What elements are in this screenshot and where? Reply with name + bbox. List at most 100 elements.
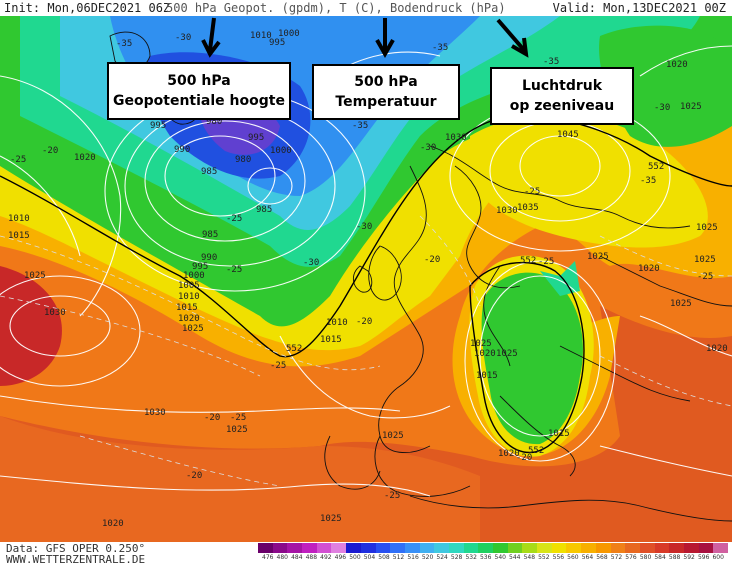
temperature-label: -25 xyxy=(10,155,26,165)
callout-geopotential-line1: 500 hPa xyxy=(167,73,231,89)
pressure-label: 1020 xyxy=(638,264,660,274)
pressure-label: 995 xyxy=(192,262,208,272)
temperature-label: -20 xyxy=(204,413,220,423)
pressure-label: 1010 xyxy=(326,318,348,328)
colorbar-label: 476 xyxy=(262,554,274,561)
pressure-label: 1020 xyxy=(102,519,124,529)
pressure-label: 1000 xyxy=(183,271,205,281)
pressure-label: 1030 xyxy=(44,308,66,318)
colorbar-label: 548 xyxy=(523,554,536,561)
colorbar-label: 504 xyxy=(363,554,376,561)
colorbar-swatch xyxy=(610,543,626,553)
temperature-label: -35 xyxy=(352,121,368,131)
pressure-label: 1025 xyxy=(670,299,692,309)
pressure-label: 1010 xyxy=(8,214,30,224)
colorbar-label: 532 xyxy=(465,554,477,561)
pressure-label: 980 xyxy=(235,155,251,165)
geopotential-label: 552 xyxy=(520,256,536,266)
temperature-label: -20 xyxy=(424,255,440,265)
pressure-label: 1025 xyxy=(470,339,492,349)
data-source: Data: GFS OPER 0.250° xyxy=(6,542,146,555)
colorbar-label: 500 xyxy=(349,554,361,561)
pressure-label: 1020 xyxy=(178,314,200,324)
colorbar-label: 540 xyxy=(494,554,506,561)
geopotential-label: 552 xyxy=(528,446,544,456)
colorbar-swatch xyxy=(522,543,538,553)
isotherms xyxy=(0,215,732,487)
pressure-label: 1025 xyxy=(24,271,46,281)
colorbar-swatch xyxy=(683,543,699,553)
colorbar-label: 564 xyxy=(581,554,594,561)
colorbar-label: 592 xyxy=(683,554,695,561)
temperature-label: -30 xyxy=(303,258,319,268)
temperature-label: -30 xyxy=(420,143,436,153)
colorbar-label: 492 xyxy=(320,554,332,561)
arrow-pressure-head xyxy=(511,37,529,58)
pressure-label: 985 xyxy=(202,230,218,240)
colorbar-label: 556 xyxy=(552,554,565,561)
site-url: WWW.WETTERZENTRALE.DE xyxy=(6,553,146,566)
colorbar-swatch xyxy=(434,543,449,553)
temperature-label: -25 xyxy=(697,272,713,282)
temperature-label: -25 xyxy=(226,265,242,275)
colorbar-swatch xyxy=(375,543,391,553)
pressure-label: 985 xyxy=(201,167,217,177)
temperature-label: -25 xyxy=(270,361,286,371)
map-header: Init: Mon,06DEC2021 06Z 500 hPa Geopot. … xyxy=(0,0,732,16)
isobars xyxy=(0,45,732,497)
pressure-label: 990 xyxy=(174,145,190,155)
callout-geopotential-line2: Geopotentiale hoogte xyxy=(113,93,285,109)
geopotential-labels: 552 552 552 552 xyxy=(286,162,664,456)
red-pocket-west xyxy=(0,266,62,386)
colorbar-swatch xyxy=(698,543,714,553)
colorbar-label: 572 xyxy=(610,554,623,561)
colorbar-label: 552 xyxy=(538,554,550,561)
temperature-label: -35 xyxy=(543,57,559,67)
colorbar-swatch xyxy=(581,543,596,553)
colorbar-swatch xyxy=(625,543,640,553)
pressure-label: 1030 xyxy=(496,206,518,216)
colorbar-label: 584 xyxy=(654,554,666,561)
colorbar-swatch xyxy=(272,543,288,553)
temperature-label: -20 xyxy=(356,317,372,327)
colorbar-label: 480 xyxy=(276,554,288,561)
colorbar-swatch xyxy=(390,543,405,553)
temperature-label: -20 xyxy=(186,471,202,481)
geopotential-label: 552 xyxy=(648,162,664,172)
temperature-label: -35 xyxy=(116,39,132,49)
temperature-label: -25 xyxy=(226,214,242,224)
colorbar-swatch xyxy=(419,543,435,553)
colorbar-swatch xyxy=(551,543,567,553)
pressure-label: 980 xyxy=(206,117,222,127)
colorbar-label: 484 xyxy=(291,554,303,561)
colorbar-swatch xyxy=(463,543,479,553)
pressure-label: 1030 xyxy=(144,408,166,418)
colorbar xyxy=(258,543,728,553)
pressure-label: 1010 xyxy=(250,31,272,41)
temperature-label: -25 xyxy=(524,187,540,197)
temperature-label: -35 xyxy=(432,43,448,53)
colorbar-swatch xyxy=(493,543,508,553)
colorbar-label: 576 xyxy=(625,554,637,561)
colorbar-label: 496 xyxy=(334,554,347,561)
callout-pressure: Luchtdruk op zeeniveau xyxy=(490,67,634,125)
temperature-label: -20 xyxy=(42,146,58,156)
pressure-label: 1010 xyxy=(178,292,200,302)
pressure-label: 1025 xyxy=(680,102,702,112)
colorbar-swatch xyxy=(404,543,420,553)
temperature-label: -20 xyxy=(516,453,532,463)
colorbar-swatch xyxy=(331,543,347,553)
colorbar-swatch xyxy=(448,543,464,553)
pressure-labels: 1010 1000 995 1000 995 990 995 985 985 9… xyxy=(8,29,728,529)
colorbar-swatch xyxy=(566,543,582,553)
colorbar-label: 512 xyxy=(392,554,405,561)
pressure-label: 1025 xyxy=(694,255,716,265)
colorbar-swatch xyxy=(360,543,376,553)
temperature-label: -30 xyxy=(356,222,372,232)
init-time: Init: Mon,06DEC2021 06Z xyxy=(4,1,171,15)
callout-geopotential: 500 hPa Geopotentiale hoogte xyxy=(107,62,291,120)
colorbar-label: 524 xyxy=(436,554,448,561)
south-orange xyxy=(0,416,480,542)
pressure-label: 1015 xyxy=(176,303,198,313)
pressure-label: 1000 xyxy=(278,29,300,39)
